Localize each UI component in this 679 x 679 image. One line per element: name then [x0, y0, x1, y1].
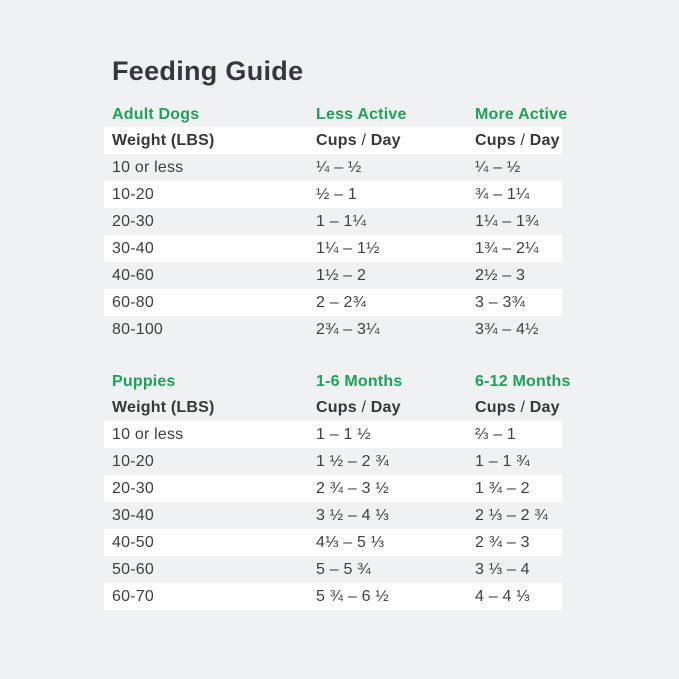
table-row: 10-20 ½ – 1 ¾ – 1¼: [104, 181, 562, 208]
cell-1-6-months: 5 ¾ – 6 ½: [316, 587, 389, 605]
cups-word: Cups: [316, 131, 357, 149]
cell-1-6-months: 1 – 1 ½: [316, 425, 371, 443]
table-row: 20-30 2 ¾ – 3 ½ 1 ¾ – 2: [104, 475, 562, 502]
cell-more-active: ¼ – ½: [475, 158, 521, 176]
cups-per-day-header: Cups / Day: [316, 132, 475, 150]
cell-less-active: 1½ – 2: [316, 266, 367, 284]
table-row: 60-70 5 ¾ – 6 ½ 4 – 4 ⅓: [104, 583, 562, 610]
table-row: 40-50 4⅓ – 5 ⅓ 2 ¾ – 3: [104, 529, 562, 556]
cell-more-active: 1¼ – 1¾: [475, 212, 539, 230]
cell-1-6-months: 3 ½ – 4 ⅓: [316, 506, 389, 524]
adult-section-header-row: Adult Dogs Less Active More Active: [104, 103, 567, 127]
page-title: Feeding Guide: [112, 56, 304, 86]
cell-weight: 30-40: [112, 239, 154, 257]
adult-column-header-row: Weight (LBS) Cups / Day Cups / Day: [104, 127, 562, 154]
slash: /: [361, 398, 367, 416]
section-adult-dogs: Adult Dogs Less Active More Active Weigh…: [104, 103, 567, 343]
cups-per-day-header: Cups / Day: [316, 399, 475, 417]
cups-per-day-header: Cups / Day: [475, 399, 562, 417]
table-row: 20-30 1 – 1¼ 1¼ – 1¾: [104, 208, 562, 235]
table-row: 30-40 1¼ – 1½ 1¾ – 2¼: [104, 235, 562, 262]
section-puppies: Puppies 1-6 Months 6-12 Months Weight (L…: [104, 370, 570, 610]
day-word: Day: [370, 131, 401, 149]
weight-lbs-header: Weight (LBS): [112, 131, 215, 149]
months-1-6-column-title: 1-6 Months: [316, 373, 403, 390]
cell-less-active: 2¾ – 3¼: [316, 320, 380, 338]
cell-1-6-months: 4⅓ – 5 ⅓: [316, 533, 385, 551]
table-row: 50-60 5 – 5 ¾ 3 ⅓ – 4: [104, 556, 562, 583]
cups-per-day-header: Cups / Day: [475, 132, 562, 150]
puppies-column-header-row: Weight (LBS) Cups / Day Cups / Day: [104, 394, 562, 421]
table-row: 80-100 2¾ – 3¼ 3¾ – 4½: [104, 316, 562, 343]
table-row: 30-40 3 ½ – 4 ⅓ 2 ⅓ – 2 ¾: [104, 502, 562, 529]
cell-1-6-months: 5 – 5 ¾: [316, 560, 371, 578]
cell-less-active: ½ – 1: [316, 185, 358, 203]
cell-less-active: 1¼ – 1½: [316, 239, 380, 257]
cell-weight: 40-50: [112, 533, 154, 551]
months-6-12-column-title: 6-12 Months: [475, 373, 571, 390]
cell-weight: 20-30: [112, 479, 154, 497]
cell-less-active: 2 – 2¾: [316, 293, 367, 311]
day-word: Day: [529, 131, 560, 149]
table-row: 10 or less ¼ – ½ ¼ – ½: [104, 154, 562, 181]
table-row: 40-60 1½ – 2 2½ – 3: [104, 262, 562, 289]
cups-word: Cups: [475, 131, 516, 149]
day-word: Day: [370, 398, 401, 416]
cell-weight: 60-70: [112, 587, 154, 605]
cell-more-active: ¾ – 1¼: [475, 185, 530, 203]
puppies-section-title: Puppies: [112, 373, 176, 390]
cell-1-6-months: 2 ¾ – 3 ½: [316, 479, 389, 497]
cell-weight: 80-100: [112, 320, 164, 338]
table-row: 60-80 2 – 2¾ 3 – 3¾: [104, 289, 562, 316]
cell-less-active: ¼ – ½: [316, 158, 362, 176]
cell-weight: 10 or less: [112, 158, 184, 176]
weight-lbs-header: Weight (LBS): [112, 398, 215, 416]
adult-section-title: Adult Dogs: [112, 106, 200, 123]
cell-less-active: 1 – 1¼: [316, 212, 367, 230]
cell-6-12-months: 4 – 4 ⅓: [475, 587, 530, 605]
table-row: 10 or less 1 – 1 ½ ⅔ – 1: [104, 421, 562, 448]
cell-weight: 10 or less: [112, 425, 184, 443]
cell-6-12-months: ⅔ – 1: [475, 425, 517, 443]
cell-weight: 50-60: [112, 560, 154, 578]
slash: /: [361, 131, 367, 149]
cell-6-12-months: 3 ⅓ – 4: [475, 560, 530, 578]
cell-more-active: 2½ – 3: [475, 266, 526, 284]
cell-weight: 20-30: [112, 212, 154, 230]
cell-more-active: 1¾ – 2¼: [475, 239, 539, 257]
cell-6-12-months: 2 ¾ – 3: [475, 533, 530, 551]
table-row: 10-20 1 ½ – 2 ¾ 1 – 1 ¾: [104, 448, 562, 475]
feeding-guide-page: Feeding Guide Adult Dogs Less Active Mor…: [104, 56, 570, 610]
cups-word: Cups: [475, 398, 516, 416]
cell-weight: 40-60: [112, 266, 154, 284]
cell-1-6-months: 1 ½ – 2 ¾: [316, 452, 389, 470]
cell-more-active: 3 – 3¾: [475, 293, 526, 311]
slash: /: [520, 131, 526, 149]
cell-weight: 10-20: [112, 452, 154, 470]
day-word: Day: [529, 398, 560, 416]
cell-weight: 30-40: [112, 506, 154, 524]
cell-6-12-months: 1 ¾ – 2: [475, 479, 530, 497]
more-active-column-title: More Active: [475, 106, 568, 123]
cell-more-active: 3¾ – 4½: [475, 320, 539, 338]
cups-word: Cups: [316, 398, 357, 416]
puppies-section-header-row: Puppies 1-6 Months 6-12 Months: [104, 370, 570, 394]
cell-weight: 10-20: [112, 185, 154, 203]
slash: /: [520, 398, 526, 416]
cell-weight: 60-80: [112, 293, 154, 311]
less-active-column-title: Less Active: [316, 106, 407, 123]
cell-6-12-months: 2 ⅓ – 2 ¾: [475, 506, 548, 524]
cell-6-12-months: 1 – 1 ¾: [475, 452, 530, 470]
